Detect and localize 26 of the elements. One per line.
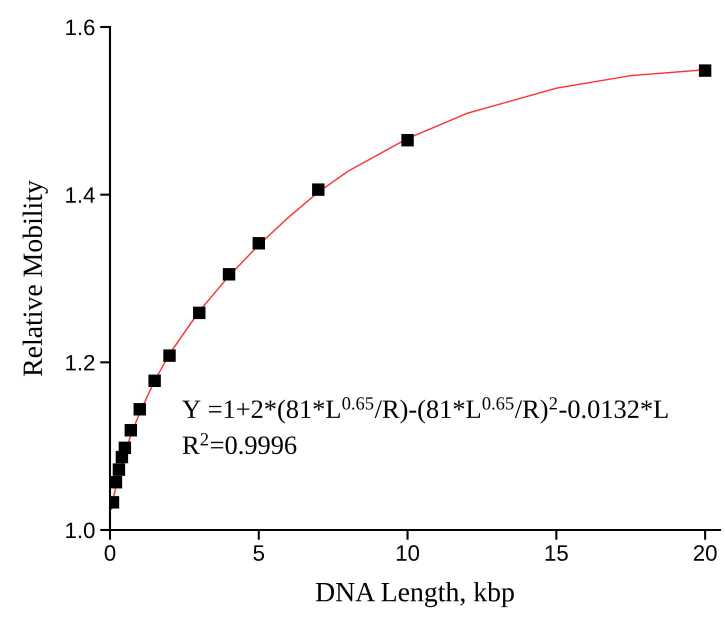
annotation: Y =1+2*(81*L$^{0.65}$/R)-(81*L$^{0.65}$/R)$^{2}$-0.0132*L [182,397,668,424]
point [163,349,176,362]
x-tick-label: 15 [546,545,568,561]
point [222,268,236,281]
point [312,183,325,196]
y-axis-title: Relative Mobility [22,180,48,376]
x-axis-title: DNA Length, kbp [316,582,514,608]
x-tick-label: 5 [253,545,264,561]
point [252,237,265,250]
point [112,463,126,476]
y-tick-label: 1.0 [66,522,95,538]
point [110,476,122,488]
x-tick-label: 20 [694,545,717,561]
y-tick-label: 1.2 [66,354,94,370]
annotation: R$^{2}$=0.9996 [182,433,296,454]
point [401,134,414,146]
y-tick-label: 1.6 [66,20,94,36]
point [148,374,161,387]
point [134,403,146,416]
x-tick-label: 10 [396,545,420,561]
point [698,64,712,77]
point [118,442,132,454]
y-tick-label: 1.4 [66,187,95,203]
point [193,306,206,320]
x-tick-label: 0 [104,545,116,561]
point [124,424,138,436]
